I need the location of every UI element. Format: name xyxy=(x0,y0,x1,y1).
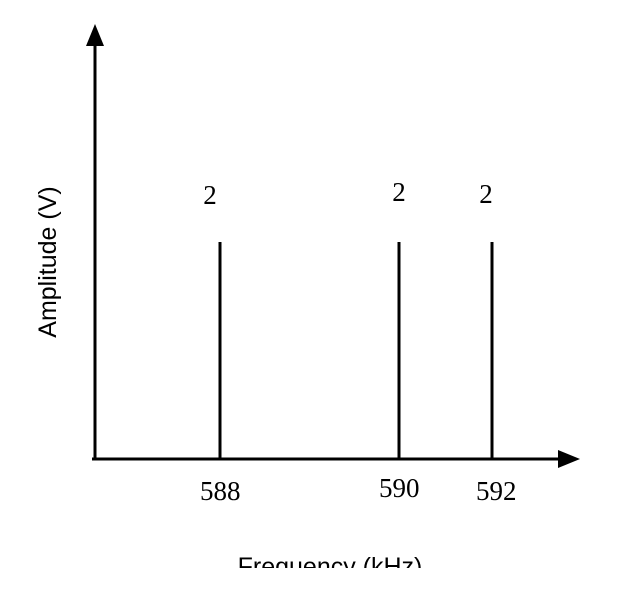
data-label-592: 2 xyxy=(479,179,493,209)
data-label-590: 2 xyxy=(392,177,406,207)
y-axis-label: Amplitude (V) xyxy=(34,186,62,337)
x-tick-label-592: 592 xyxy=(476,476,517,506)
data-label-588: 2 xyxy=(203,180,217,210)
x-tick-label-590: 590 xyxy=(379,473,420,503)
x-tick-label-588: 588 xyxy=(200,476,241,506)
x-axis-arrow xyxy=(558,450,580,468)
x-axis-label: Frequency (kHz) xyxy=(238,553,423,581)
y-axis-arrow xyxy=(86,24,104,46)
